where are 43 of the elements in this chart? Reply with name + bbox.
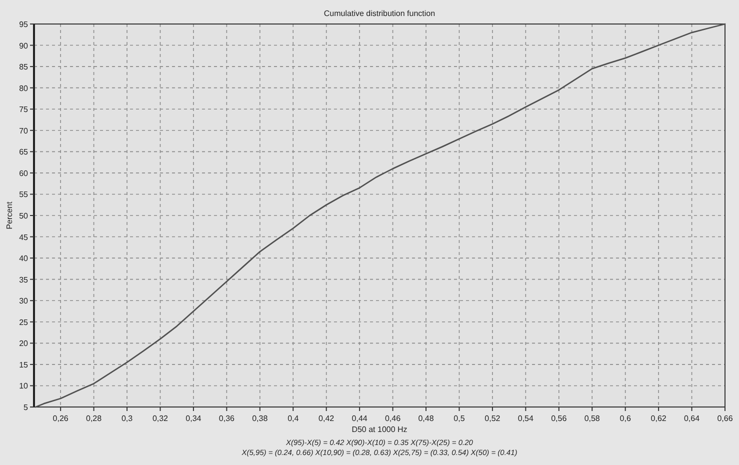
x-tick-label: 0,38 [252,414,268,423]
y-tick-label: 50 [19,212,29,220]
x-tick-label: 0,48 [418,414,434,423]
y-tick-label: 25 [19,318,29,327]
y-tick-label: 80 [19,84,29,93]
x-tick-label: 0,62 [650,414,667,423]
y-tick-label: 40 [19,254,29,264]
x-tick-label: 0,36 [218,414,236,423]
x-tick-label: 0,4 [288,414,300,423]
y-tick-label: 60 [19,168,29,178]
y-tick-label: 70 [19,126,29,136]
x-tick-label: 0,52 [484,414,501,423]
y-tick-label: 30 [19,296,29,306]
y-tick-label: 85 [19,62,29,72]
y-tick-label: 45 [19,232,29,242]
x-tick-label: 0,32 [152,414,169,423]
x-tick-label: 0,64 [684,414,700,423]
x-tick-label: 0,5 [454,414,466,423]
y-tick-label: 5 [24,403,29,412]
x-tick-label: 0,6 [620,414,632,423]
y-tick-label: 90 [19,41,29,50]
x-tick-label: 0,3 [121,414,134,423]
x-tick-label: 0,26 [52,414,69,423]
y-tick-label: 10 [19,382,29,391]
x-tick-label: 0,46 [385,414,402,423]
x-tick-label: 0,28 [86,414,102,423]
y-axis-title: Percent [5,200,14,230]
y-tick-label: 65 [19,148,29,157]
chart-title: Cumulative distribution function [324,9,436,18]
x-tick-label: 0,34 [186,414,202,423]
x-tick-label: 0,58 [584,414,600,423]
x-tick-label: 0,44 [352,414,368,423]
y-tick-label: 75 [19,105,29,114]
y-tick-label: 95 [19,20,29,29]
x-tick-label: 0,56 [551,414,568,423]
x-tick-label: 0,54 [518,414,534,423]
x-tick-label: 0,42 [318,414,335,423]
y-tick-label: 55 [19,190,29,200]
x-axis-title: D50 at 1000 Hz [352,425,408,434]
y-tick-label: 35 [19,275,29,284]
x-tick-label: 0,66 [717,414,734,423]
y-tick-label: 15 [19,360,29,370]
y-tick-label: 20 [19,339,29,348]
